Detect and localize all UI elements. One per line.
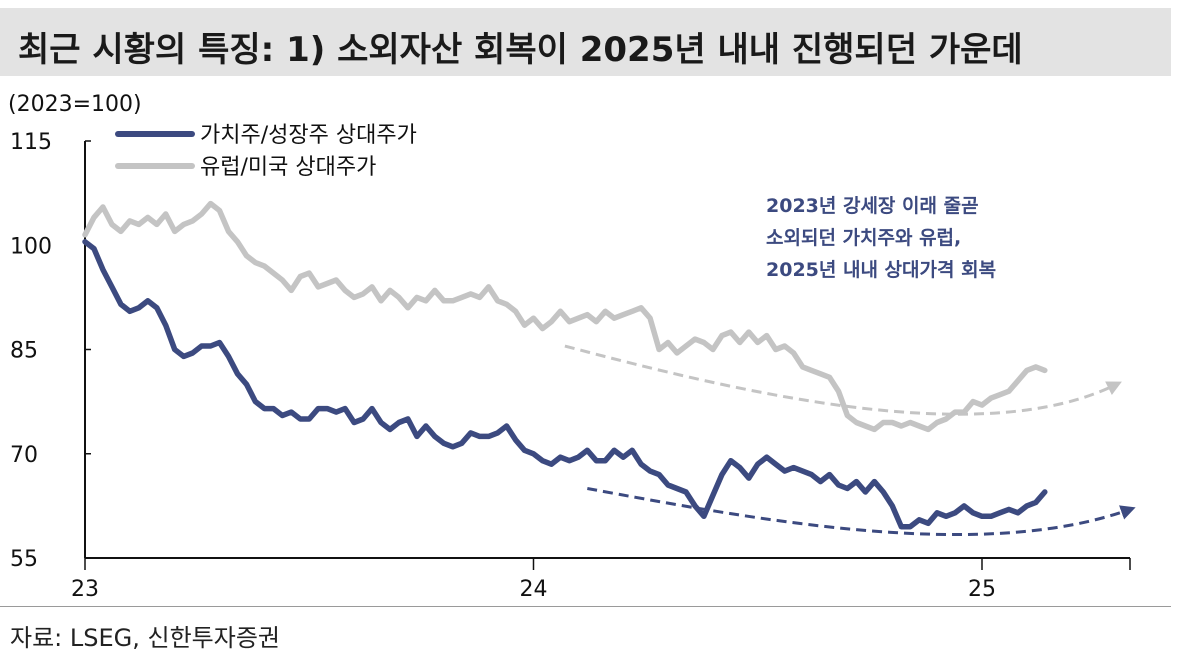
x-tick-label: 23 [71,577,99,602]
trend-arrow-value-growth [587,487,1136,537]
trend-arrows [564,344,1136,537]
y-tick-label: 55 [10,547,38,572]
trend-arrow-europe-us [564,344,1122,416]
series-line-value-growth [82,239,1048,530]
y-tick-label: 115 [10,130,52,155]
series-line-europe-us [82,200,1048,433]
legend-label: 유럽/미국 상대주가 [200,155,376,180]
x-tick-label: 24 [519,577,547,602]
legend-label: 가치주/성장주 상대주가 [200,123,417,148]
tick-labels: 115 100 85 70 55 (2023=100) 23 24 25 [8,92,996,602]
title-bar: 최근 시황의 특징: 1) 소외자산 회복이 2025년 내내 진행되던 가운데 [0,8,1171,76]
y-tick-label: 70 [10,443,38,468]
page-title: 최근 시황의 특징: 1) 소외자산 회복이 2025년 내내 진행되던 가운데 [18,30,1023,70]
series-lines [82,200,1048,530]
y-tick-label: 100 [10,234,52,259]
chart: 115 100 85 70 55 (2023=100) 23 24 25 가치주/성장주 상대주… [8,92,1136,602]
y-tick-label: 85 [10,339,38,364]
x-tick-label: 25 [968,577,996,602]
annotation-line: 2025년 내내 상대가격 회복 [766,259,996,281]
annotation-line: 2023년 강세장 이래 줄곧 [766,195,979,217]
source-divider [0,606,1171,607]
chart-axes [84,140,1131,570]
y-axis-label: (2023=100) [8,92,142,117]
annotation-line: 소외되던 가치주와 유럽, [766,227,961,249]
source-note: 자료: LSEG, 신한투자증권 [10,624,280,652]
